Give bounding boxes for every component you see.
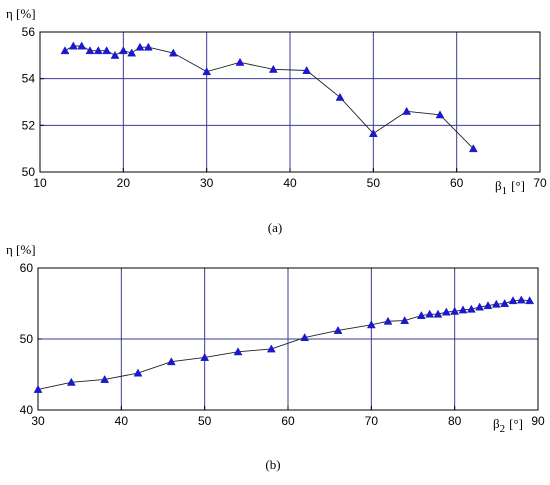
- data-point: [400, 316, 410, 324]
- data-point: [200, 352, 210, 361]
- data-point: [110, 50, 120, 59]
- x-tick-label: 80: [448, 414, 462, 428]
- y-tick-label: 40: [20, 403, 34, 417]
- data-point: [135, 42, 145, 51]
- x-axis-label: β2 [°]: [493, 416, 523, 435]
- data-point: [102, 46, 112, 55]
- x-tick-label: 50: [198, 414, 212, 428]
- y-tick-label: 60: [20, 261, 34, 275]
- data-point: [127, 48, 137, 57]
- x-tick-label: 50: [367, 176, 381, 190]
- y-tick-label: 50: [20, 332, 34, 346]
- x-tick-label: 70: [365, 414, 379, 428]
- data-point: [133, 368, 143, 377]
- data-point: [525, 296, 535, 305]
- data-point: [416, 311, 426, 320]
- data-point: [300, 333, 310, 342]
- y-axis-label: η [%]: [6, 6, 36, 21]
- data-point: [466, 304, 476, 313]
- data-point: [435, 110, 445, 119]
- x-axis-label-subscript: 1: [502, 185, 508, 197]
- data-point: [168, 48, 178, 57]
- x-tick-label: 60: [450, 176, 464, 190]
- data-point: [368, 128, 378, 137]
- y-axis-label: η [%]: [6, 242, 36, 257]
- data-point: [402, 106, 412, 115]
- panel-caption: (a): [268, 220, 282, 235]
- data-point: [425, 309, 435, 318]
- data-point: [468, 144, 478, 153]
- y-tick-label: 56: [22, 25, 36, 39]
- data-point: [383, 316, 393, 325]
- data-point: [60, 46, 70, 55]
- x-axis-label-symbol: β: [495, 178, 502, 193]
- data-point: [143, 42, 153, 51]
- data-point: [500, 298, 510, 307]
- data-point: [66, 377, 76, 386]
- data-point: [118, 46, 128, 55]
- x-tick-label: 40: [283, 176, 297, 190]
- data-point: [33, 384, 43, 393]
- data-point: [93, 46, 103, 55]
- data-point: [268, 64, 278, 73]
- x-tick-label: 60: [281, 414, 295, 428]
- data-point: [483, 301, 493, 310]
- series-line: [64, 45, 474, 149]
- data-point: [202, 67, 212, 76]
- x-tick-label: 90: [531, 414, 545, 428]
- chart-panel-a: 10 20 30 40 50 60 70 50 52 54 56 η [%] β1 [°] (a): [6, 6, 547, 235]
- x-axis-label: β1 [°]: [495, 178, 525, 197]
- data-point: [77, 41, 87, 50]
- x-tick-label: 10: [33, 176, 47, 190]
- x-axis-label-symbol: β: [493, 416, 500, 431]
- x-tick-label: 30: [31, 414, 45, 428]
- data-point: [333, 325, 343, 334]
- x-tick-label: 20: [117, 176, 131, 190]
- data-point: [266, 344, 276, 353]
- data-point: [335, 92, 345, 101]
- x-tick-label: 70: [533, 176, 547, 190]
- data-point: [302, 65, 312, 74]
- x-tick-label: 40: [115, 414, 129, 428]
- data-point: [366, 320, 376, 329]
- data-point: [450, 306, 460, 315]
- data-point: [68, 41, 78, 50]
- data-point: [433, 309, 443, 318]
- data-point: [475, 302, 485, 311]
- data-point: [100, 374, 110, 383]
- x-axis-label-unit: [°]: [509, 416, 523, 431]
- x-axis-label-subscript: 2: [500, 423, 506, 435]
- y-tick-label: 52: [22, 118, 36, 132]
- data-point: [166, 357, 176, 366]
- x-tick-label: 30: [200, 176, 214, 190]
- data-point: [458, 305, 468, 314]
- data-point: [441, 307, 451, 316]
- data-point: [85, 46, 95, 55]
- panel-caption: (b): [265, 457, 280, 472]
- y-tick-label: 54: [22, 72, 36, 86]
- y-tick-label: 50: [22, 165, 36, 179]
- data-point: [233, 347, 243, 356]
- data-point: [508, 296, 518, 305]
- data-point: [235, 57, 245, 66]
- x-axis-label-unit: [°]: [511, 178, 525, 193]
- data-point: [491, 299, 501, 308]
- data-point: [516, 295, 526, 304]
